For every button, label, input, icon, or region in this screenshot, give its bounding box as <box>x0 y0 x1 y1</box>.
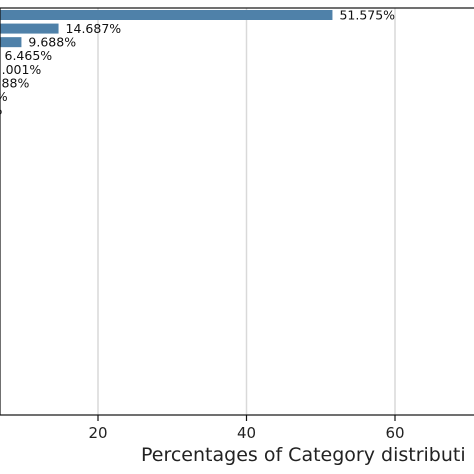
bars <box>0 10 333 48</box>
plot-frame <box>0 7 474 416</box>
x-axis-ticks: 20 40 60 <box>88 415 405 442</box>
bar-value-label: 1.9% <box>0 103 2 118</box>
grid-lines <box>97 8 396 415</box>
bar-value-label: 6.465% <box>5 48 53 63</box>
x-tick-label: 20 <box>88 424 107 442</box>
x-tick-label: 40 <box>237 424 256 442</box>
bar-value-label: 14.687% <box>66 21 122 36</box>
x-tick-label: 60 <box>385 424 404 442</box>
bar-value-label: 3.388% <box>0 75 29 90</box>
x-axis-label: Percentages of Category distributi <box>141 444 466 466</box>
bar-value-label: 2.6% <box>0 89 8 104</box>
bar-value-label: 9.688% <box>28 35 76 50</box>
data-labels: 51.575% 14.687%9.688%6.465%5.001%3.388%2.… <box>0 8 395 118</box>
bar <box>0 37 22 48</box>
bar-value-label: 5.001% <box>0 62 41 77</box>
bar <box>0 10 333 20</box>
bar-value-label: 51.575% <box>339 8 395 23</box>
bar <box>0 23 59 34</box>
